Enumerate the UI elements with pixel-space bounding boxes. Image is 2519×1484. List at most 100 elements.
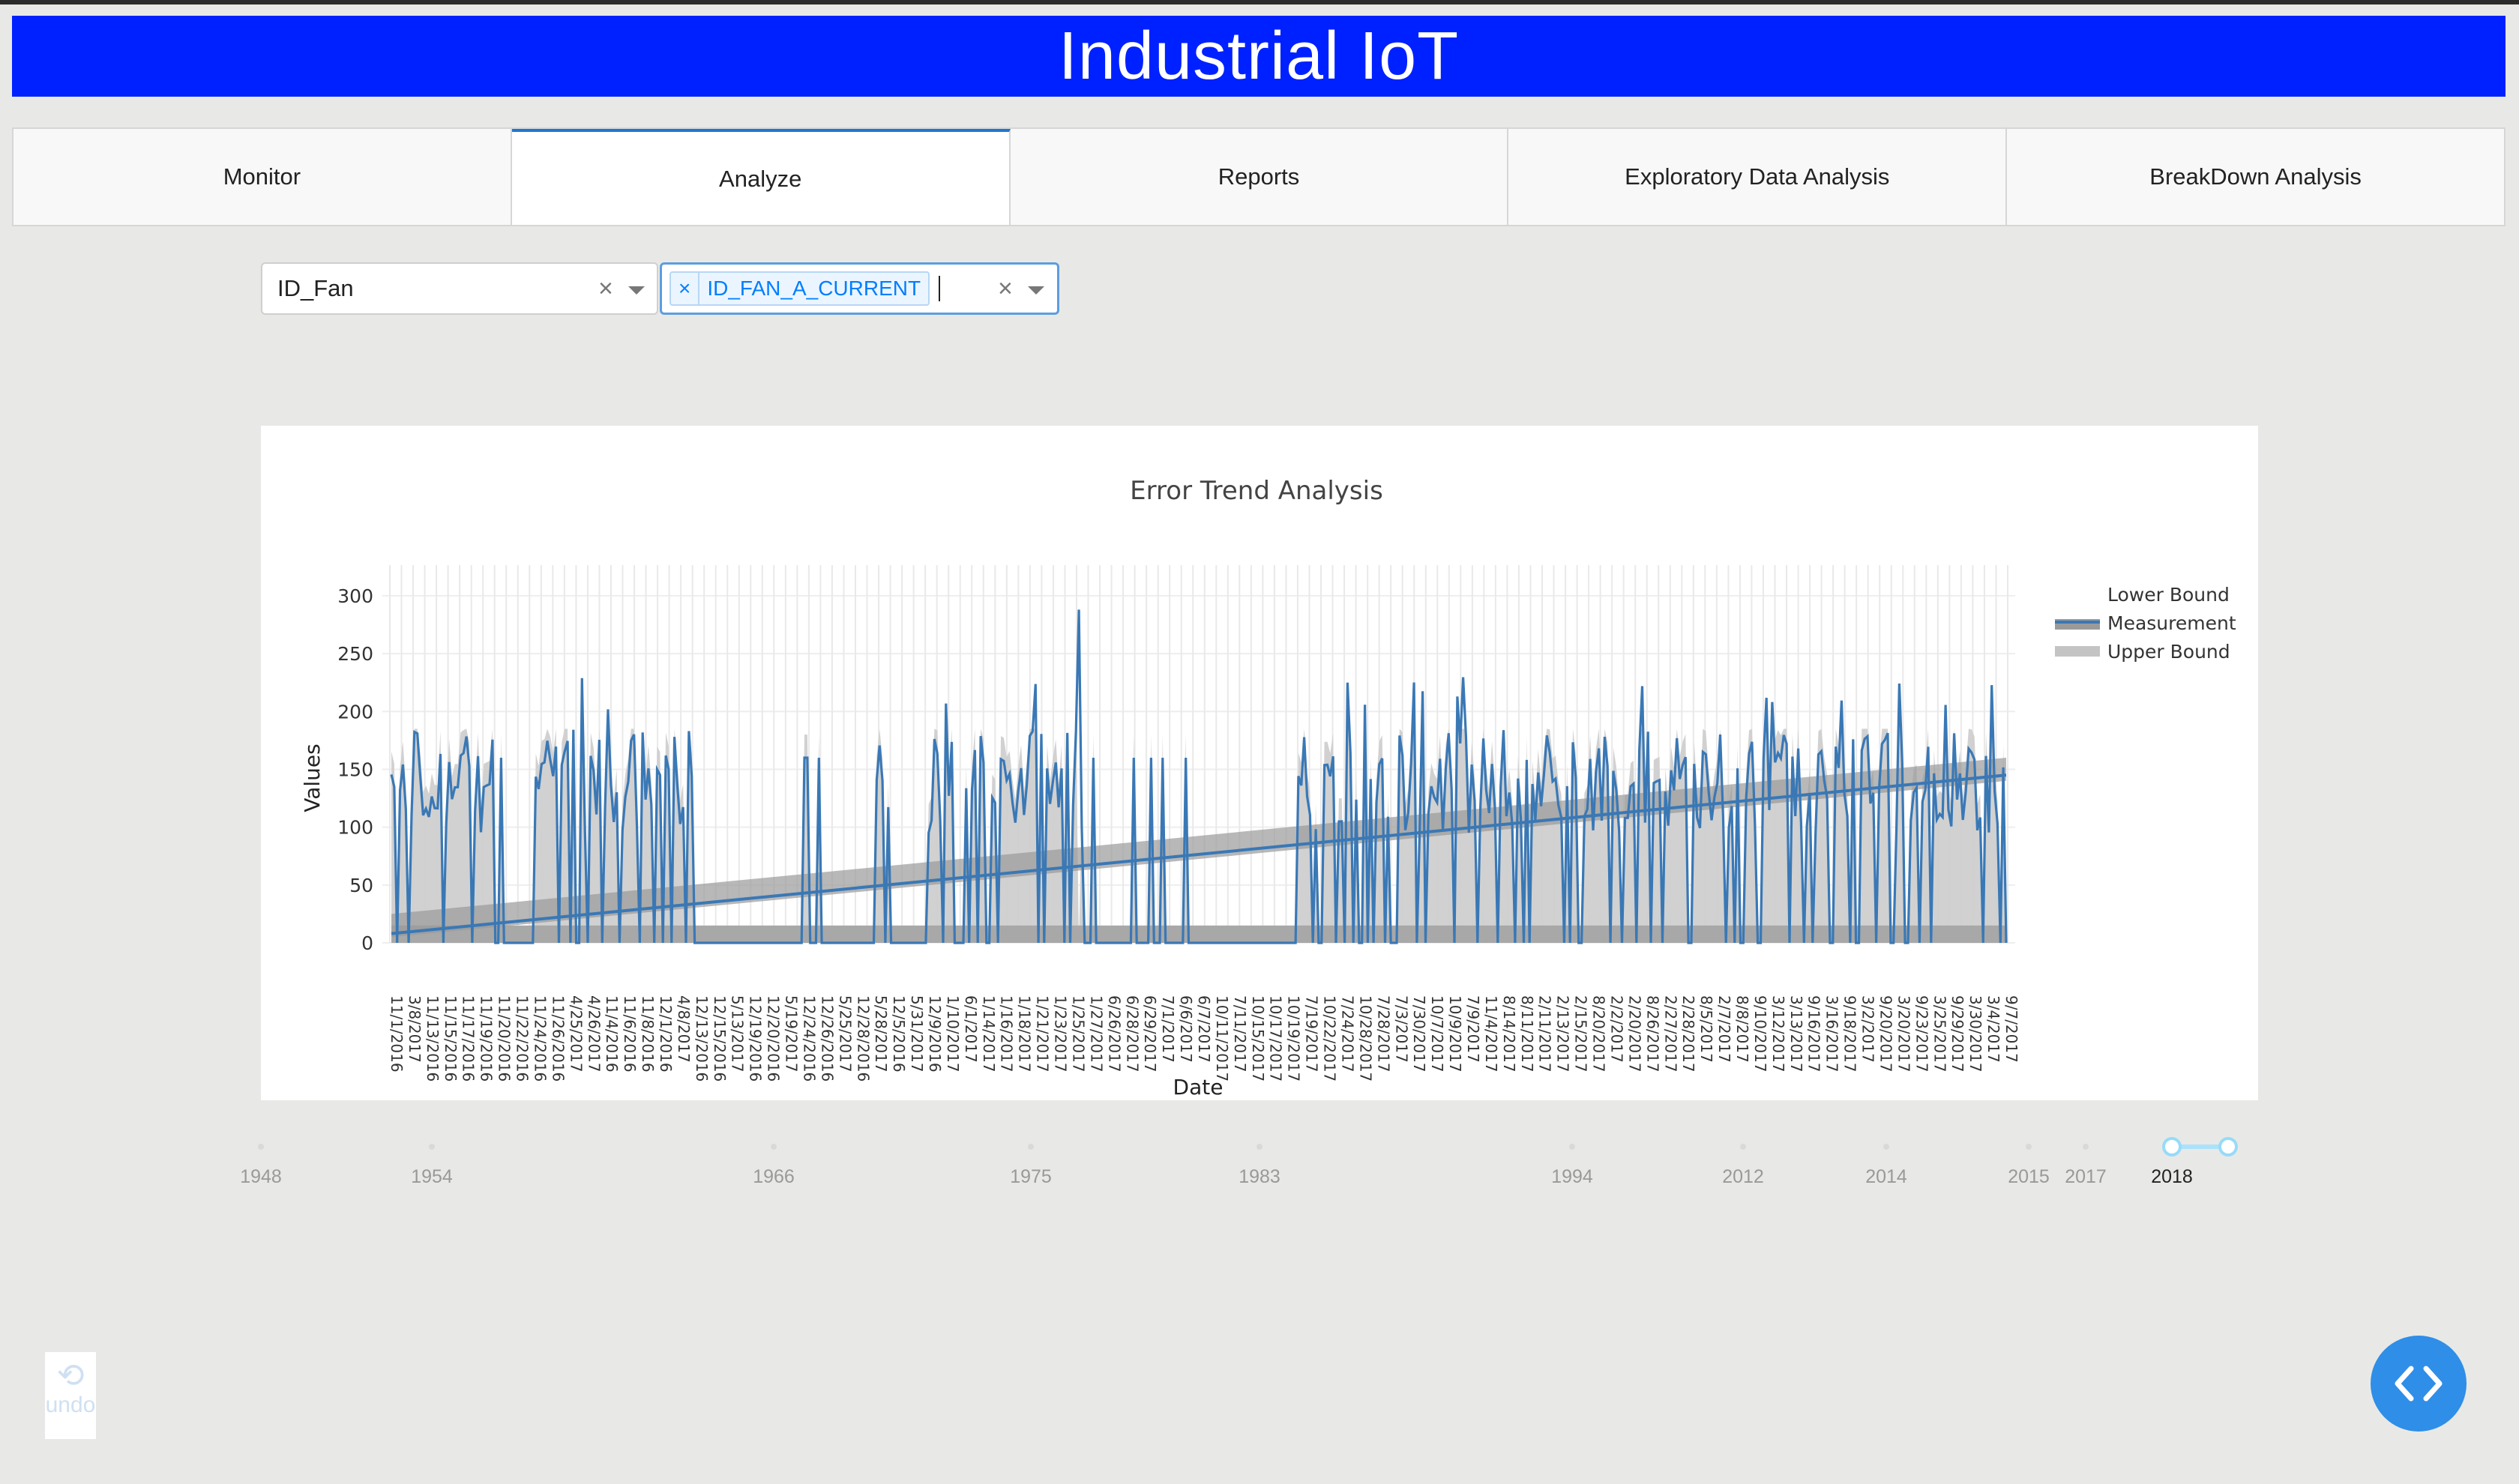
x-tick-label: 12/15/2016 [711, 995, 729, 1082]
sensor-dropdown[interactable]: × ID_FAN_A_CURRENT × [660, 262, 1059, 315]
equipment-dropdown-value: ID_Fan [277, 275, 354, 301]
clear-icon[interactable]: × [998, 274, 1013, 303]
x-axis-label: Date [1173, 1075, 1224, 1100]
x-tick-label: 10/7/2017 [1428, 995, 1446, 1073]
x-tick-label: 6/29/2017 [1141, 995, 1159, 1073]
x-tick-label: 10/28/2017 [1356, 995, 1374, 1082]
chevron-down-icon[interactable] [628, 286, 645, 295]
x-tick-label: 8/11/2017 [1518, 995, 1536, 1073]
x-tick-label: 4/8/2017 [675, 995, 693, 1063]
slider-dot [1257, 1144, 1262, 1150]
code-icon [2395, 1366, 2443, 1402]
chart-series [390, 609, 2008, 944]
x-tick-label: 7/1/2017 [1159, 995, 1177, 1063]
measurement-line [390, 609, 2008, 944]
x-tick-label: 2/20/2017 [1625, 995, 1643, 1073]
x-tick-label: 10/11/2017 [1213, 995, 1231, 1082]
x-tick-label: 3/25/2017 [1930, 995, 1948, 1073]
x-tick-label: 9/16/2017 [1805, 995, 1823, 1073]
x-tick-label: 6/26/2017 [1105, 995, 1123, 1073]
x-tick-label: 10/15/2017 [1249, 995, 1267, 1082]
slider-dot [771, 1144, 777, 1150]
x-tick-label: 7/3/2017 [1392, 995, 1410, 1063]
equipment-dropdown[interactable]: ID_Fan × [261, 262, 658, 315]
x-tick-label: 12/24/2016 [800, 995, 818, 1082]
slider-mark-label: 1966 [753, 1166, 795, 1187]
y-tick-label: 300 [337, 585, 373, 607]
slider-mark-label: 1983 [1239, 1166, 1280, 1187]
tab-monitor[interactable]: Monitor [13, 129, 512, 225]
x-tick-label: 6/6/2017 [1177, 995, 1195, 1063]
chevron-down-icon[interactable] [1028, 286, 1044, 295]
tab-exploratory-data-analysis[interactable]: Exploratory Data Analysis [1508, 129, 2008, 225]
chart-canvas: Error Trend Analysis Values Date 0 50 100 1… [300, 476, 2236, 1100]
x-tick-label: 6/1/2017 [962, 995, 980, 1063]
y-tick-label: 200 [337, 701, 373, 723]
x-tick-label: 3/20/2017 [1894, 995, 1912, 1073]
x-tick-label: 12/9/2016 [926, 995, 944, 1073]
slider-dot [258, 1144, 264, 1150]
tab-breakdown-analysis[interactable]: BreakDown Analysis [2007, 129, 2504, 225]
remove-tag-icon[interactable]: × [671, 273, 700, 304]
x-tick-label: 5/31/2017 [908, 995, 926, 1073]
code-toggle-button[interactable] [2371, 1336, 2467, 1432]
y-tick-label: 250 [337, 643, 373, 665]
x-tick-label: 7/11/2017 [1231, 995, 1249, 1073]
x-tick-label: 7/9/2017 [1464, 995, 1482, 1063]
x-tick-label: 2/15/2017 [1572, 995, 1590, 1073]
x-tick-label: 8/26/2017 [1643, 995, 1661, 1073]
slider-mark-label: 2015 [2008, 1166, 2050, 1187]
x-tick-label: 9/7/2017 [2002, 995, 2020, 1063]
chart-title: Error Trend Analysis [1130, 476, 1383, 506]
x-tick-label: 9/23/2017 [1912, 995, 1930, 1073]
x-tick-label: 10/9/2017 [1446, 995, 1464, 1073]
legend-label: Upper Bound [2107, 641, 2230, 663]
x-tick-label: 11/4/2017 [1482, 995, 1500, 1073]
x-tick-label: 4/25/2017 [567, 995, 585, 1073]
x-tick-label: 1/14/2017 [980, 995, 998, 1073]
x-tick-label: 11/15/2016 [442, 995, 460, 1082]
x-tick-label: 11/1/2016 [388, 995, 406, 1073]
x-tick-label: 8/5/2017 [1697, 995, 1715, 1063]
x-tick-label: 11/20/2016 [496, 995, 514, 1082]
tab-analyze[interactable]: Analyze [511, 129, 1011, 225]
legend-label: Measurement [2107, 612, 2236, 634]
x-tick-label: 2/7/2017 [1715, 995, 1733, 1063]
x-tick-label: 1/21/2017 [1034, 995, 1052, 1073]
slider-mark-label: 1948 [240, 1166, 282, 1187]
app-title: Industrial IoT [1058, 18, 1460, 94]
trend-line [391, 773, 2007, 935]
x-tick-label: 7/24/2017 [1338, 995, 1356, 1073]
y-tick-label: 150 [337, 758, 373, 780]
x-tick-label: 9/29/2017 [1948, 995, 1966, 1073]
x-tick-label: 3/30/2017 [1966, 995, 1984, 1073]
year-range-slider[interactable]: 1948 1954 1966 1975 1983 1994 2012 2014 2015 2017… [0, 1109, 2519, 1199]
x-tick-label: 11/26/2016 [549, 995, 567, 1082]
slider-dot [2083, 1144, 2089, 1150]
undo-button[interactable]: ⟲ undo [45, 1352, 96, 1439]
x-tick-label: 11/24/2016 [531, 995, 549, 1082]
text-cursor [939, 276, 941, 301]
x-tick-label: 1/18/2017 [1016, 995, 1034, 1073]
legend-swatch [2055, 646, 2100, 657]
x-tick-label: 4/26/2017 [585, 995, 603, 1073]
slider-mark-label: 2012 [1722, 1166, 1764, 1187]
chart-axes: 0 50 100 150 200 250 300 11/1/2016 3/8/2017 11/13… [337, 585, 2020, 1082]
x-tick-label: 2/2/2017 [1607, 995, 1625, 1063]
x-tick-label: 11/4/2016 [603, 995, 621, 1073]
slider-handle-start[interactable] [2162, 1137, 2182, 1156]
x-tick-label: 7/28/2017 [1374, 995, 1392, 1073]
x-tick-label: 5/25/2017 [836, 995, 854, 1073]
slider-handle-end[interactable] [2218, 1137, 2238, 1156]
tab-label: Reports [1218, 163, 1300, 190]
x-tick-label: 3/8/2017 [406, 995, 424, 1063]
x-tick-label: 11/6/2016 [621, 995, 639, 1073]
tab-label: Exploratory Data Analysis [1625, 163, 1890, 190]
x-tick-label: 1/25/2017 [1069, 995, 1087, 1073]
selected-sensor-tag: × ID_FAN_A_CURRENT [669, 271, 930, 306]
x-tick-label: 2/11/2017 [1536, 995, 1554, 1073]
clear-icon[interactable]: × [598, 274, 613, 303]
x-tick-label: 9/10/2017 [1751, 995, 1769, 1073]
x-tick-label: 5/13/2017 [729, 995, 747, 1073]
tab-reports[interactable]: Reports [1010, 129, 1509, 225]
